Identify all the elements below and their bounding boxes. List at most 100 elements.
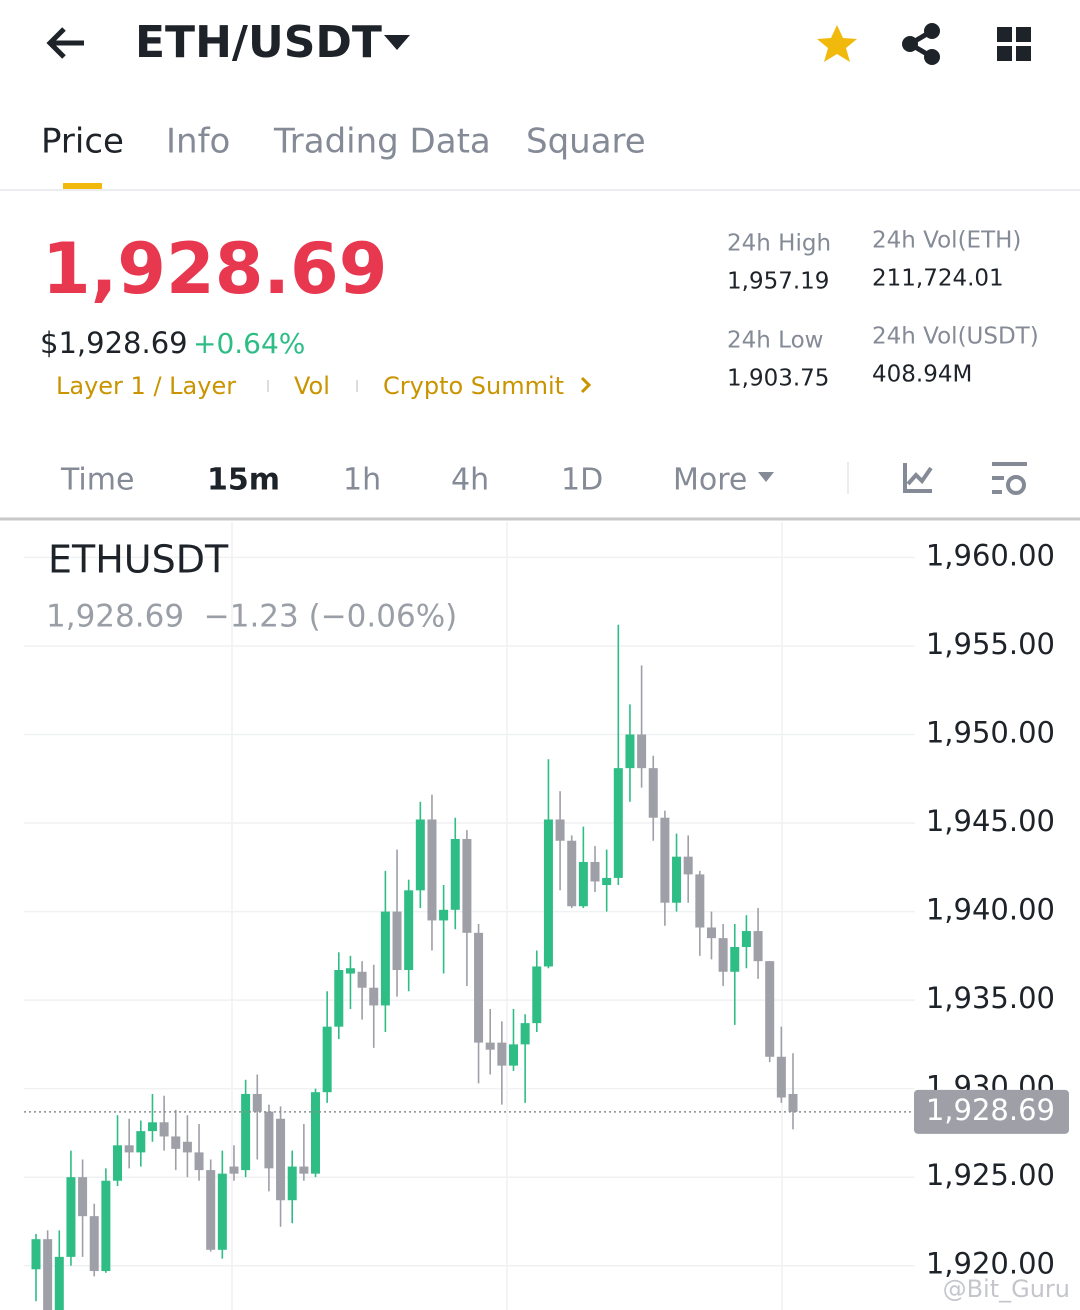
candle-body <box>171 1136 181 1149</box>
tab[interactable]: Price <box>41 122 124 162</box>
candle-body <box>578 861 588 907</box>
candle-body <box>322 1026 332 1093</box>
candle-body <box>765 961 775 1057</box>
candle-body <box>78 1177 88 1217</box>
candle-body <box>31 1239 41 1270</box>
stat-value: 1,903.75 <box>727 366 829 392</box>
share-icon[interactable] <box>902 23 940 65</box>
candle-body <box>299 1166 309 1174</box>
timeframe[interactable]: 1h <box>343 463 381 498</box>
candle-body <box>54 1256 64 1310</box>
stat-label: 24h High <box>727 231 831 257</box>
candle-body <box>567 840 577 907</box>
menu-icon[interactable] <box>997 27 1031 61</box>
last-price-label: 1,928.69 <box>926 1093 1055 1127</box>
pair-title[interactable]: ETH/USDT <box>135 17 382 68</box>
candle-body <box>532 966 542 1024</box>
y-tick-label: 1,940.00 <box>926 893 1055 927</box>
timeframe[interactable]: 1D <box>561 463 603 498</box>
candle-body <box>159 1122 169 1137</box>
candle-body <box>602 877 612 886</box>
candle-body <box>543 819 553 967</box>
candle-body <box>392 911 402 971</box>
candle-body <box>101 1180 111 1272</box>
candle-body <box>497 1042 507 1066</box>
candle-body <box>66 1177 76 1257</box>
candle-body <box>555 819 565 841</box>
timeframe[interactable]: 4h <box>451 463 489 498</box>
candle-body <box>194 1152 204 1171</box>
candle-body <box>147 1122 157 1132</box>
candle-body <box>462 838 472 933</box>
tab[interactable]: Trading Data <box>273 122 491 162</box>
price-change: +0.64% <box>193 327 305 360</box>
stat-label: 24h Low <box>727 328 823 354</box>
candle-body <box>788 1093 798 1112</box>
candle-body <box>753 931 763 962</box>
candle-body <box>357 971 367 988</box>
candle-body <box>345 968 355 974</box>
stat-value: 1,957.19 <box>727 269 829 295</box>
candle-body <box>415 819 425 891</box>
candle-body <box>683 856 693 875</box>
candle-body <box>450 838 460 910</box>
candle-body <box>637 734 647 769</box>
candle-body <box>182 1141 192 1153</box>
candle-body <box>474 932 484 1043</box>
back-button[interactable] <box>46 27 84 59</box>
candle-body <box>206 1170 216 1250</box>
y-tick-label: 1,960.00 <box>926 538 1055 572</box>
chevron[interactable] <box>580 376 592 394</box>
candle-body <box>287 1166 297 1201</box>
tab[interactable]: Info <box>166 122 230 162</box>
usd-price: $1,928.69 <box>40 326 188 360</box>
candle-body <box>718 938 728 972</box>
candle-body <box>648 768 658 818</box>
last-price-box <box>914 1089 1069 1134</box>
tag[interactable]: Layer 1 / Layer <box>56 372 236 400</box>
tag[interactable]: Vol <box>294 372 330 400</box>
stat-label: 24h Vol(ETH) <box>872 228 1021 254</box>
y-tick-label: 1,920.00 <box>926 1247 1055 1281</box>
tab[interactable]: Square <box>526 122 646 162</box>
candle-body <box>311 1092 321 1174</box>
candle-body <box>276 1118 286 1201</box>
stat-value: 211,724.01 <box>872 266 1004 292</box>
candle-body <box>660 817 670 903</box>
more-dropdown[interactable] <box>758 472 774 482</box>
chart-subtitle: 1,928.69 −1.23 (−0.06%) <box>46 599 457 635</box>
candle-body <box>113 1145 123 1181</box>
candle-body <box>229 1166 239 1174</box>
stat-label: 24h Vol(USDT) <box>872 324 1039 350</box>
timeframe[interactable]: 15m <box>207 463 280 498</box>
candle-body <box>124 1145 134 1153</box>
settings-icon[interactable] <box>992 462 1027 495</box>
candle-body <box>369 987 379 1006</box>
candle-body <box>241 1093 251 1171</box>
candle-body <box>404 890 414 971</box>
stat-value: 408.94M <box>872 362 972 388</box>
candle-body <box>672 856 682 903</box>
y-tick-label: 1,950.00 <box>926 715 1055 749</box>
candle-body <box>706 927 716 939</box>
pair-dropdown[interactable] <box>384 35 410 50</box>
candle-body <box>741 931 751 947</box>
vertical-grid <box>231 522 783 1310</box>
tag[interactable]: Crypto Summit <box>383 372 564 400</box>
timeframe[interactable]: Time <box>60 463 134 498</box>
candle-body <box>334 970 344 1027</box>
y-tick-label: 1,955.00 <box>926 627 1055 661</box>
candle-body <box>695 874 705 928</box>
candle-body <box>590 861 600 882</box>
candle-body <box>89 1216 99 1272</box>
favorite-star[interactable] <box>817 25 857 62</box>
candle-body <box>264 1111 274 1169</box>
candle-body <box>613 768 623 878</box>
candle-body <box>252 1093 262 1112</box>
candle-body <box>776 1056 786 1098</box>
tab-indicator <box>63 183 102 189</box>
indicator-icon[interactable] <box>903 463 933 493</box>
candle-body <box>427 819 437 921</box>
timeframe[interactable]: More <box>673 463 747 498</box>
